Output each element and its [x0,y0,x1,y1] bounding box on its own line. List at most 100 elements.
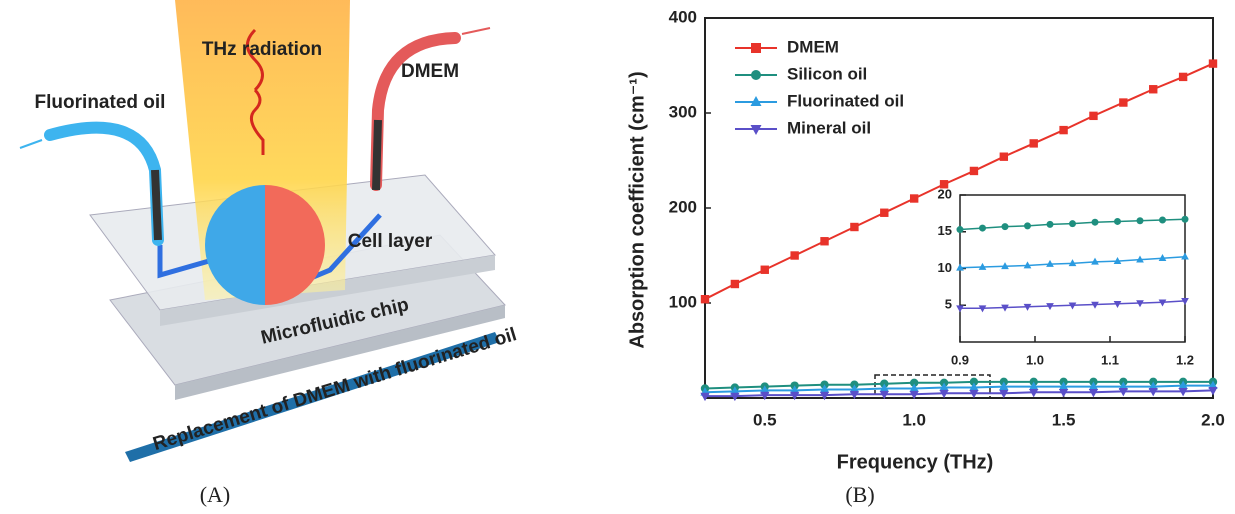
marker [1178,387,1188,397]
marker [1178,72,1188,82]
marker [1091,301,1099,309]
marker [1208,59,1218,68]
marker [969,377,979,387]
marker [819,384,830,393]
x-axis-title: Frequency (THz) [837,451,994,473]
diagram: THz radiation DMEM Fluorinated oil Cell … [19,0,519,462]
x-tick-label: 1.0 [1026,352,1044,367]
marker [956,305,964,313]
legend-marker [751,70,761,80]
marker [1088,388,1099,398]
inlet-arrow [19,139,43,149]
marker [730,386,740,395]
cells-oil [205,185,265,305]
x-tick-label: 0.9 [951,352,969,367]
marker [879,383,889,392]
cells-dmem [265,185,325,305]
y-tick-label: 20 [938,186,952,201]
marker [999,381,1009,390]
marker [1088,381,1099,390]
marker [1029,381,1039,390]
y-tick-label: 5 [945,297,952,312]
marker [1058,388,1069,398]
marker [1148,387,1158,397]
marker [1208,387,1218,396]
series-line [705,389,1214,398]
outlet-needle [372,119,382,191]
wave [246,28,265,155]
series-line [704,380,1213,390]
marker [760,385,770,394]
marker [1029,139,1038,148]
marker [1091,218,1099,226]
marker [820,237,829,246]
marker [1068,302,1077,310]
chip-edge [175,305,505,400]
marker [1158,254,1167,262]
marker [1046,259,1054,267]
marker [1046,303,1054,311]
marker [790,251,799,260]
marker [909,383,919,392]
marker [1023,261,1032,269]
marker [956,263,964,271]
legend-marker [750,125,762,135]
marker [1069,220,1076,228]
panel-label: (A) [200,482,231,507]
marker [1001,262,1009,270]
x-tick-label: 1.2 [1176,352,1194,367]
legend-label: Mineral oil [787,118,871,137]
marker [1158,299,1167,307]
y-axis-title: Absorption coefficient (cm⁻¹) [626,71,648,348]
marker [909,378,919,388]
marker [760,265,769,274]
marker [1181,215,1189,223]
marker [939,180,949,189]
marker [1089,111,1098,121]
marker [1181,252,1189,260]
marker [909,390,919,400]
marker [1029,388,1039,398]
marker [1046,220,1054,228]
cells-label: Cell layer [348,231,433,252]
x-tick-label: 1.0 [902,410,926,429]
process-arrow [125,332,500,462]
marker [1058,381,1069,390]
marker [909,194,919,203]
outlet-label: DMEM [401,61,459,82]
y-tick-label: 100 [669,292,697,311]
marker [1059,125,1068,135]
marker [1118,381,1128,390]
x-tick-label: 1.5 [1052,410,1076,429]
y-tick-label: 200 [669,197,697,216]
marker [1113,256,1122,264]
y-tick-label: 10 [938,260,952,275]
marker [978,305,987,313]
series-line [704,62,1214,301]
marker [1091,257,1099,265]
beam-label: THz radiation [202,39,322,60]
legend-marker [751,43,761,53]
marker [819,391,830,401]
zoom-box [874,374,991,399]
marker [1148,381,1158,390]
panel-label: (B) [845,482,874,507]
marker [1068,259,1077,267]
marker [1023,303,1032,311]
marker [1208,380,1218,390]
marker [1159,216,1166,224]
marker [978,262,987,270]
marker [1001,304,1009,312]
y-tick-label: 400 [669,7,697,26]
marker [1136,255,1144,263]
marker [969,166,979,176]
marker [1181,298,1189,306]
marker [849,390,860,400]
marker [956,226,964,234]
marker [790,391,800,401]
marker [730,279,740,289]
legend-label: Silicon oil [787,64,867,83]
marker [1136,300,1144,308]
marker [1113,300,1122,308]
marker [939,389,949,399]
